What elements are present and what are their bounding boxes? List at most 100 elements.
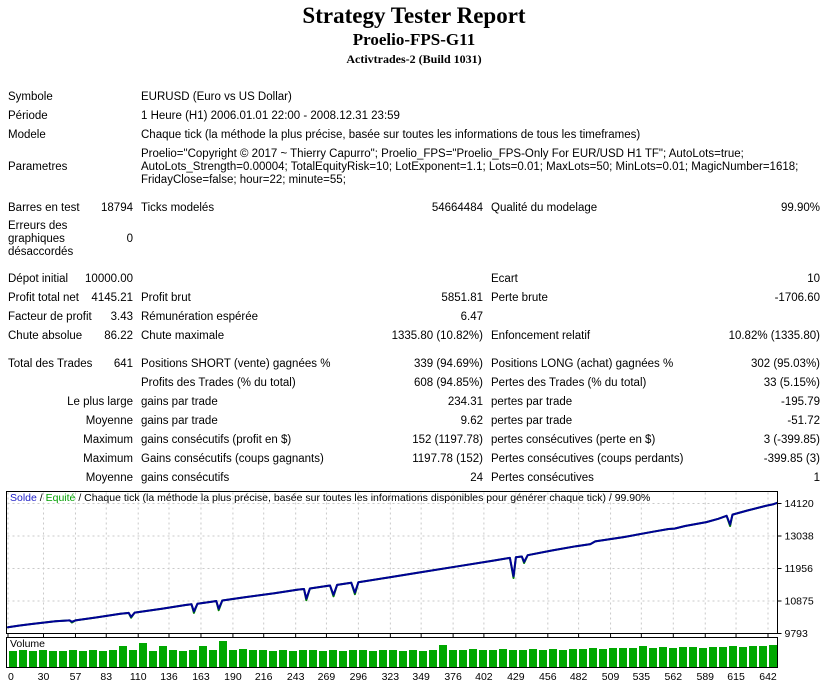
volume-bar (539, 650, 547, 667)
volume-bar (629, 648, 637, 667)
x-tick-label: 216 (255, 671, 273, 683)
x-tick-label: 0 (8, 671, 14, 683)
col1: Maximum (8, 450, 133, 469)
volume-bar (479, 650, 487, 667)
row-value: 86.22 (104, 330, 133, 342)
col1: Chute absolue 86.22 (8, 327, 133, 346)
col2: Ticks modelés 54664484 (141, 199, 483, 218)
row-label: Dépot initial (8, 273, 69, 285)
volume-bar (449, 650, 457, 667)
volume-bar (369, 651, 377, 667)
volume-bar (549, 649, 557, 667)
volume-bar (689, 647, 697, 667)
volume-bar (39, 650, 47, 667)
volume-bar (529, 649, 537, 667)
volume-bar (569, 649, 577, 667)
col2: Gains consécutifs (coups gagnants) 1197.7… (141, 450, 483, 469)
row-label: gains par trade (141, 415, 218, 427)
row-label: Qualité du modelage (491, 202, 598, 214)
row-value: 152 (1197.78) (412, 434, 483, 446)
volume-bar (499, 649, 507, 667)
row-label: gains par trade (141, 396, 218, 408)
volume-bar (239, 649, 247, 667)
volume-bar (279, 650, 287, 667)
row-wide-value: 1 Heure (H1) 2006.01.01 22:00 - 2008.12.… (141, 110, 400, 122)
volume-bar (89, 650, 97, 667)
volume-bar (29, 651, 37, 667)
legend-balance-label: Solde (10, 492, 37, 504)
col1: Parametres (8, 158, 133, 177)
x-tick-label: 589 (696, 671, 714, 683)
x-tick-label: 376 (444, 671, 462, 683)
row-label: Parametres (8, 161, 68, 173)
report-row: Période 1 Heure (H1) 2006.01.01 22:00 - 2… (8, 107, 820, 126)
volume-bar (299, 650, 307, 667)
x-tick-label: 323 (382, 671, 400, 683)
row-value: 1335.80 (10.82%) (391, 330, 483, 342)
row-value: 18794 (101, 202, 133, 214)
volume-bar (439, 645, 447, 667)
row-label: Chute maximale (141, 330, 225, 342)
balance-chart-frame (6, 491, 778, 634)
row-value: 5851.81 (441, 292, 483, 304)
x-tick-label: 136 (160, 671, 178, 683)
volume-bar (129, 650, 137, 667)
col1: Erreurs des graphiques désaccordés 0 (8, 218, 133, 261)
volume-bar (389, 650, 397, 667)
row-value: -195.79 (780, 396, 820, 408)
row-value: 9.62 (460, 415, 483, 427)
row-value: 99.90% (780, 202, 820, 214)
row-label: Chute absolue (8, 330, 83, 342)
volume-bar (659, 647, 667, 667)
page-title: Strategy Tester Report (302, 3, 526, 28)
volume-bar (269, 651, 277, 667)
volume-bar (349, 650, 357, 667)
row-label: Modele (8, 129, 46, 141)
x-tick-label: 190 (224, 671, 242, 683)
col3: pertes consécutives (perte en $) 3 (-399.… (491, 431, 820, 450)
volume-bar (769, 645, 777, 667)
row-label: Maximum (83, 434, 133, 446)
volume-bar (429, 650, 437, 667)
volume-bar (109, 650, 117, 667)
col1: Le plus large (8, 393, 133, 412)
row-value: 641 (113, 358, 133, 370)
row-value: 0 (126, 233, 133, 245)
report-row: Total des Trades 641 Positions SHORT (vent… (8, 355, 820, 374)
row-label: Ecart (491, 273, 518, 285)
volume-bar (409, 650, 417, 667)
col2: Profit brut 5851.81 (141, 289, 483, 308)
volume-bar (59, 651, 67, 667)
row-value: -1706.60 (774, 292, 820, 304)
volume-bar (229, 650, 237, 667)
x-tick-label: 349 (412, 671, 430, 683)
row-label (491, 218, 573, 222)
row-value: 6.47 (460, 311, 483, 323)
x-tick-label: 30 (38, 671, 50, 683)
col3: pertes par trade -51.72 (491, 412, 820, 431)
report-row: Moyenne gains consécutifs 24 Pertes consécu… (8, 469, 820, 488)
volume-bar (309, 650, 317, 667)
report-row: Maximum gains consécutifs (profit en $) 15… (8, 431, 820, 450)
row-label: pertes par trade (491, 415, 573, 427)
expert-name: Proelio-FPS-G11 (352, 30, 476, 49)
row-label: Enfoncement relatif (491, 330, 591, 342)
row-label: gains consécutifs (profit en $) (141, 434, 292, 446)
report-row: Profit total net 4145.21 Profit brut 5851.8… (8, 289, 820, 308)
row-label: Le plus large (67, 396, 133, 408)
report-row: Barres en test 18794 Ticks modelés 54664484… (8, 199, 820, 218)
col3: Ecart 10 (491, 270, 820, 289)
x-tick-label: 269 (318, 671, 336, 683)
row-label: Gains consécutifs (coups gagnants) (141, 453, 324, 465)
row-value: 3 (-399.85) (763, 434, 820, 446)
row-label: Moyenne (85, 472, 133, 484)
report-row: Erreurs des graphiques désaccordés 0 (8, 218, 820, 261)
col2: gains consécutifs (profit en $) 152 (1197… (141, 431, 483, 450)
volume-bar (649, 648, 657, 667)
report-row: Modele Chaque tick (la méthode la plus pr… (8, 126, 820, 145)
volume-bar (609, 648, 617, 667)
volume-bar (159, 646, 167, 667)
volume-bar (79, 651, 87, 667)
row-label: Maximum (83, 453, 133, 465)
col1: Symbole (8, 88, 133, 107)
